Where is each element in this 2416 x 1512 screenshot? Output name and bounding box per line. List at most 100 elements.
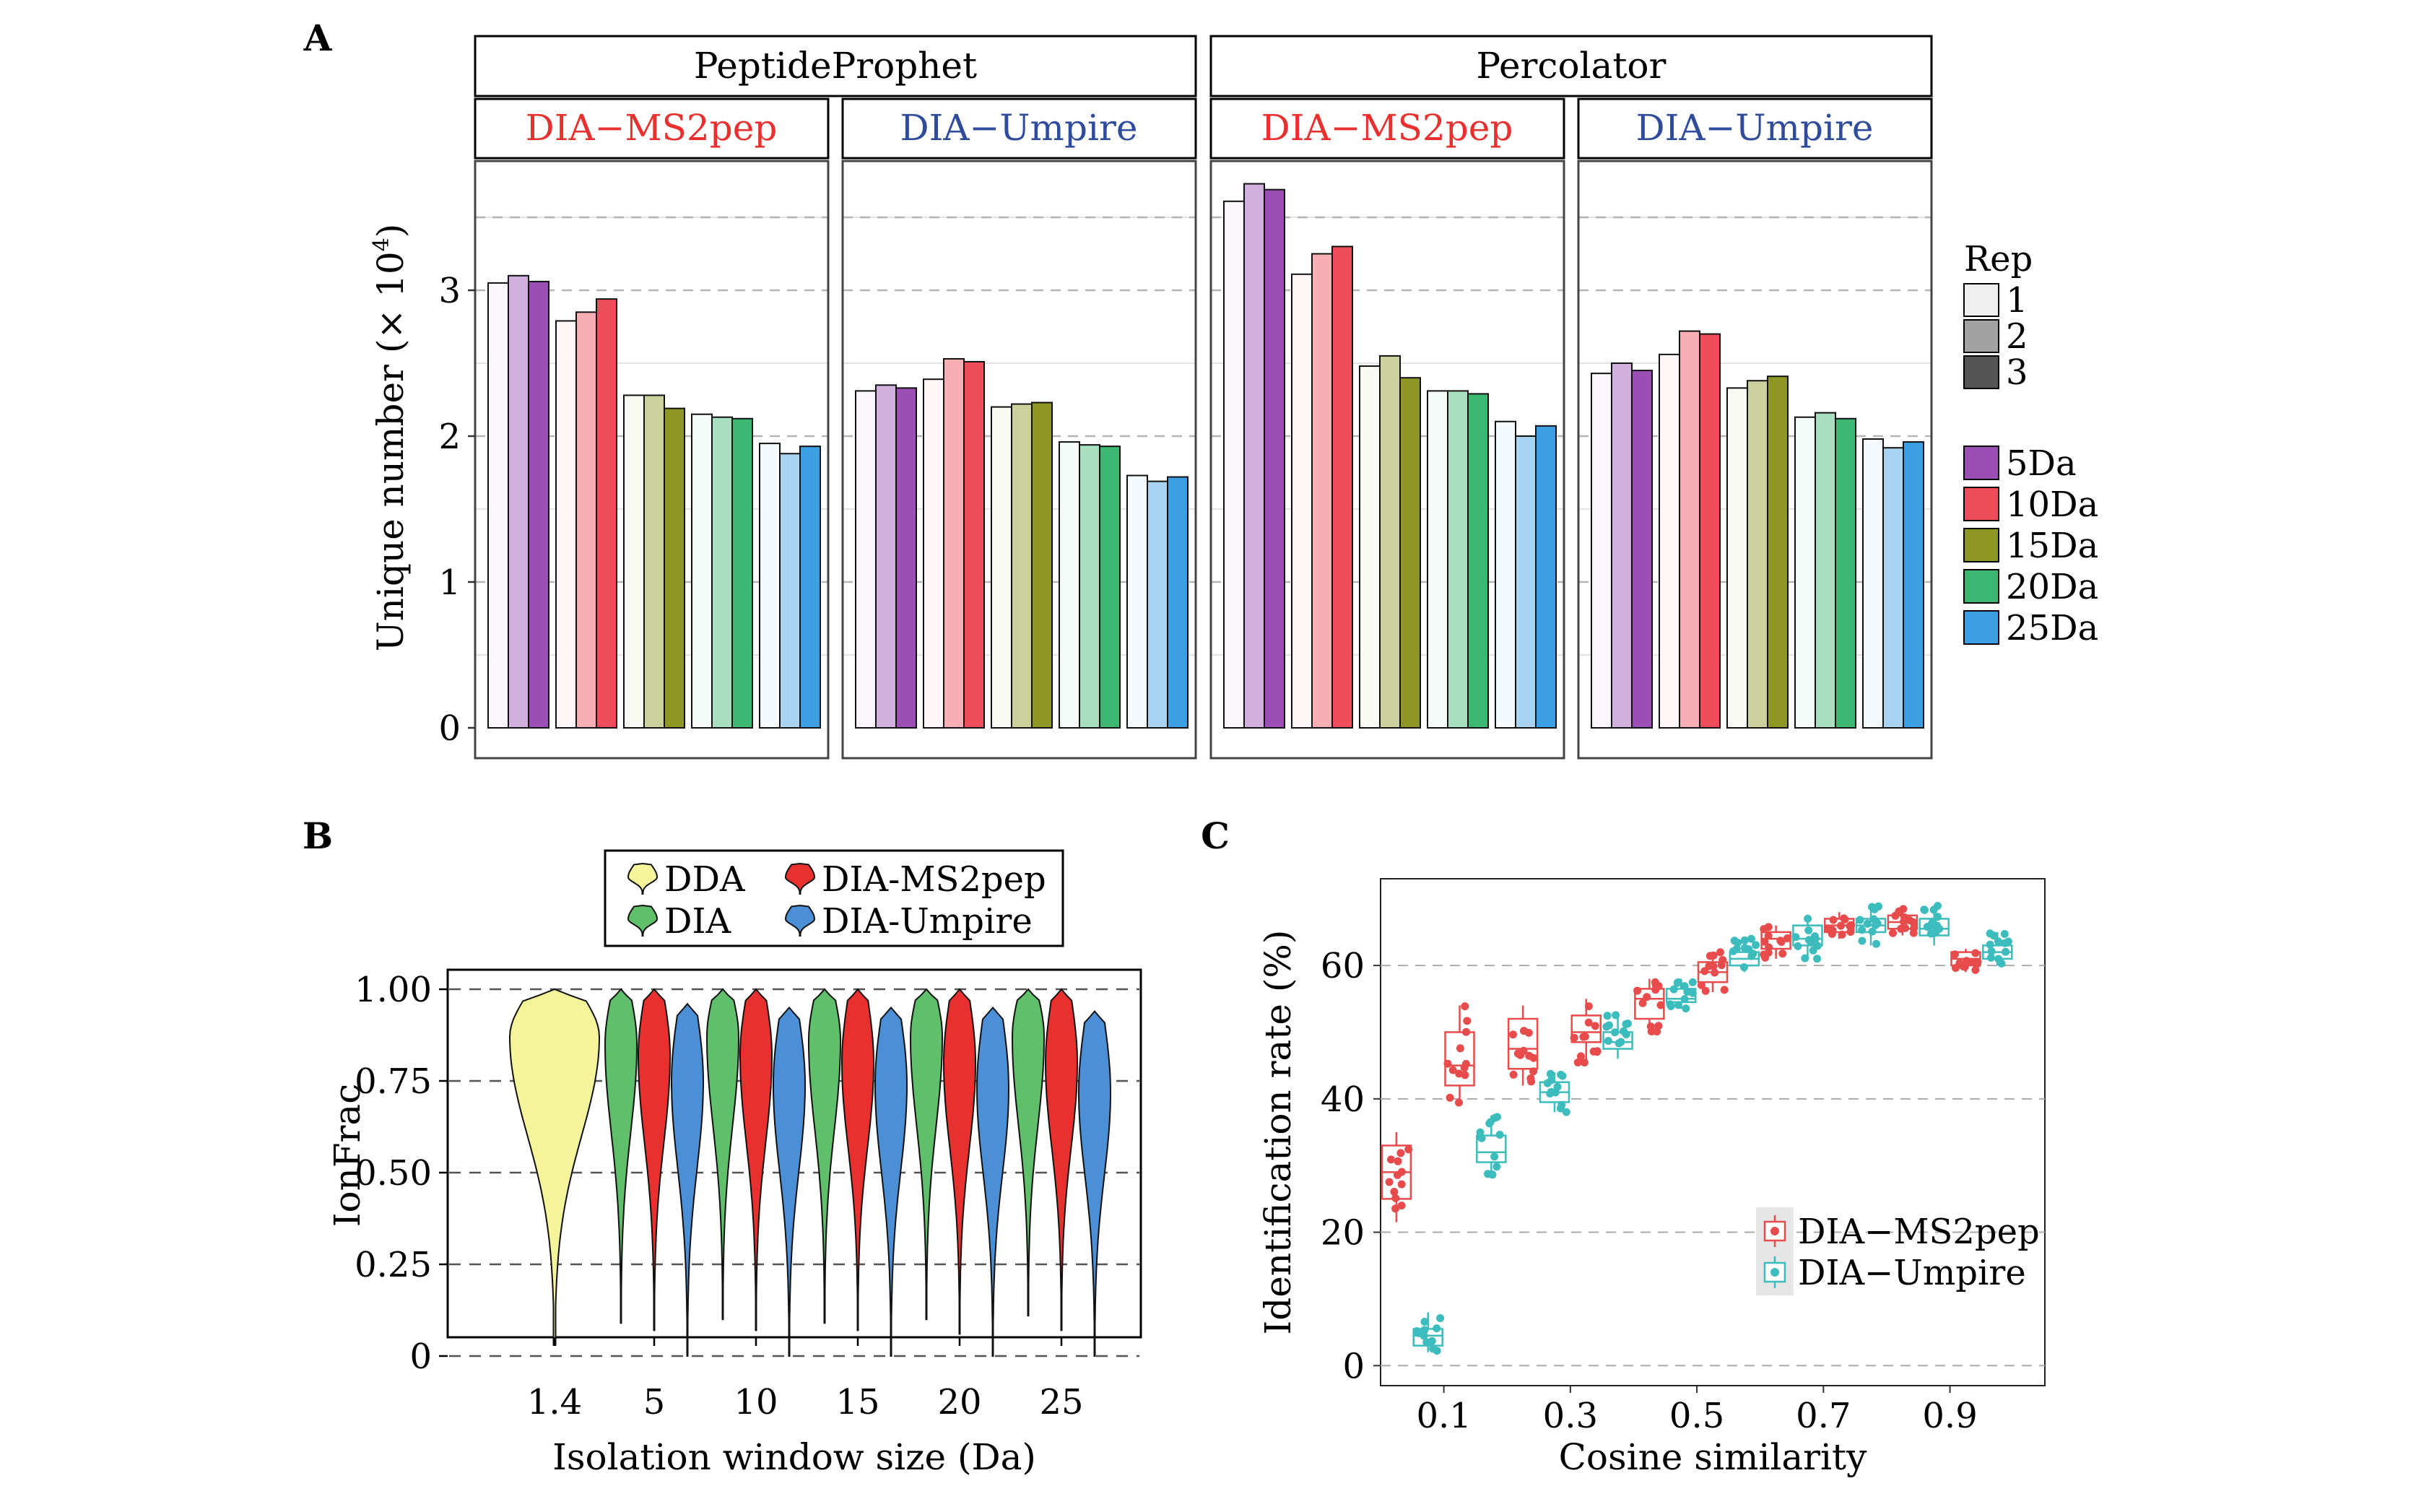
box-ms2pep bbox=[1381, 1132, 1413, 1222]
legend-swatch bbox=[1963, 569, 1999, 604]
bar bbox=[528, 280, 549, 729]
violin-dia-umpire bbox=[975, 1006, 1010, 1357]
bar bbox=[1311, 253, 1333, 729]
axes-b: 0 0.25 0.50 0.75 1.00 1.4 5 10 15 20 25 bbox=[355, 970, 1083, 1422]
point bbox=[1477, 1134, 1486, 1142]
bar bbox=[1903, 441, 1924, 729]
bar bbox=[664, 407, 685, 729]
violin-dia-umpire bbox=[1078, 1009, 1111, 1357]
bar-panel-1 bbox=[474, 160, 830, 760]
y-tick-label: 0 bbox=[1342, 1346, 1365, 1386]
point bbox=[1783, 934, 1791, 942]
point bbox=[1971, 965, 1980, 974]
box-ms2pep bbox=[1443, 1002, 1475, 1107]
strip-sub-1-label: DIA−MS2pep bbox=[526, 107, 778, 149]
bar-panel-2 bbox=[841, 160, 1197, 760]
box-ms2pep bbox=[1633, 978, 1665, 1036]
point bbox=[1709, 962, 1718, 970]
point bbox=[1461, 1002, 1469, 1011]
point bbox=[1932, 929, 1940, 937]
strip-group-1-label: PeptideProphet bbox=[694, 45, 977, 87]
point bbox=[1973, 960, 1981, 968]
strip-sub-3-label: DIA−MS2pep bbox=[1261, 107, 1513, 149]
point bbox=[1813, 955, 1822, 963]
point bbox=[1584, 1018, 1593, 1027]
point bbox=[1584, 1002, 1593, 1011]
point bbox=[1730, 937, 1739, 945]
violin-dia-umpire bbox=[671, 1002, 704, 1357]
point bbox=[1461, 1071, 1469, 1079]
violin-dia-ms2pep bbox=[739, 988, 773, 1331]
point bbox=[1509, 1070, 1518, 1079]
x-axis-title-c: Cosine similarity bbox=[1559, 1436, 1868, 1478]
point bbox=[1760, 925, 1768, 934]
point bbox=[1952, 964, 1960, 972]
point bbox=[1752, 941, 1760, 950]
violin-dia bbox=[909, 988, 944, 1321]
point bbox=[1697, 981, 1705, 989]
point bbox=[1397, 1202, 1406, 1210]
point bbox=[1804, 926, 1813, 934]
bar bbox=[643, 394, 665, 729]
point bbox=[1463, 1017, 1472, 1025]
bar bbox=[1794, 416, 1816, 729]
point bbox=[1856, 916, 1864, 924]
point bbox=[1963, 958, 1971, 967]
box-ms2pep bbox=[1887, 905, 1919, 937]
point bbox=[1394, 1170, 1402, 1179]
bar bbox=[1331, 246, 1353, 729]
box-umpire bbox=[1919, 902, 1950, 946]
bar bbox=[1495, 420, 1516, 729]
point bbox=[2000, 930, 2009, 938]
point bbox=[1570, 1033, 1578, 1042]
bar bbox=[1379, 355, 1401, 729]
point bbox=[1387, 1155, 1395, 1164]
bar bbox=[1031, 401, 1053, 729]
strip-sub-1 bbox=[474, 97, 830, 160]
bar bbox=[596, 298, 617, 729]
bar bbox=[1291, 273, 1313, 729]
legend-label: DIA−MS2pep bbox=[1798, 1212, 2040, 1252]
bar bbox=[963, 360, 985, 729]
legend-box bbox=[1763, 1261, 1786, 1283]
y-tick-label: 1 bbox=[438, 562, 461, 603]
bar bbox=[1591, 373, 1612, 729]
box-ms2pep bbox=[1507, 1005, 1539, 1086]
ylabel-main: Unique number (× 10 bbox=[370, 251, 412, 651]
x-tick-label: 10 bbox=[734, 1382, 778, 1422]
bar-panel-4 bbox=[1577, 160, 1933, 760]
point bbox=[1791, 933, 1800, 942]
box-umpire bbox=[1602, 1011, 1633, 1059]
point bbox=[1573, 1058, 1582, 1066]
point bbox=[1717, 961, 1726, 970]
bar bbox=[711, 416, 733, 729]
point bbox=[1556, 1104, 1565, 1113]
strip-sub-3 bbox=[1209, 97, 1565, 160]
bar-chart-a: PeptideProphet Percolator DIA−MS2pep DIA… bbox=[369, 35, 2098, 760]
y-tick-label: 3 bbox=[438, 271, 461, 311]
point bbox=[1593, 1047, 1602, 1056]
strip-group-2 bbox=[1209, 35, 1933, 97]
point bbox=[1433, 1347, 1441, 1355]
bar bbox=[508, 274, 529, 729]
x-tick-label: 1.4 bbox=[527, 1382, 582, 1422]
box-ms2pep bbox=[1697, 948, 1729, 995]
point bbox=[1760, 937, 1769, 946]
point bbox=[1688, 978, 1697, 986]
y-axis-title-c: Identification rate (%) bbox=[1257, 930, 1299, 1335]
legend-label: DIA-Umpire bbox=[822, 901, 1033, 942]
point bbox=[1456, 1044, 1464, 1053]
point bbox=[1397, 1180, 1406, 1189]
point bbox=[1620, 1027, 1628, 1035]
point bbox=[1667, 1002, 1675, 1010]
point bbox=[1987, 947, 1996, 956]
point bbox=[1562, 1108, 1570, 1116]
legend-rep-title: Rep bbox=[1964, 239, 2033, 279]
y-tick-label: 2 bbox=[438, 417, 461, 457]
legend-b: DDA DIA-MS2pep DIA DIA-Umpire bbox=[627, 859, 1046, 942]
strip-group-2-label: Percolator bbox=[1477, 45, 1667, 87]
violin-dia bbox=[808, 988, 841, 1324]
point bbox=[1716, 948, 1724, 957]
panel-a-label: A bbox=[303, 17, 333, 59]
point bbox=[1580, 1059, 1589, 1066]
